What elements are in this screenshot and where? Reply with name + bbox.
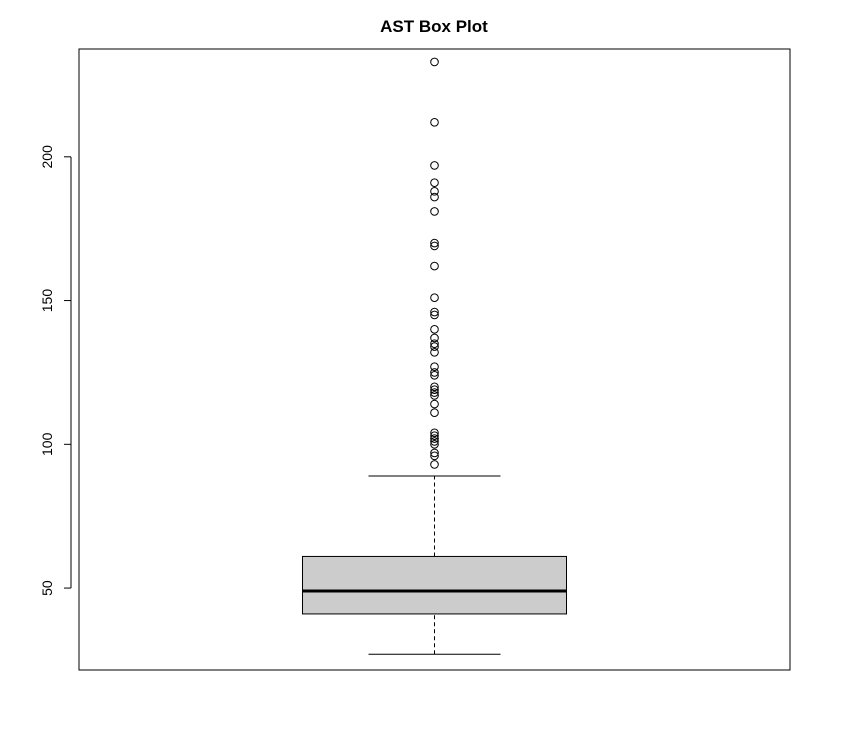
outlier-point bbox=[430, 307, 439, 317]
outlier-point bbox=[430, 448, 439, 458]
outlier-point bbox=[430, 428, 439, 438]
outlier-point bbox=[430, 310, 439, 320]
outlier-point bbox=[430, 399, 439, 409]
outlier-point bbox=[430, 388, 439, 397]
outlier-point bbox=[430, 333, 439, 343]
outlier-point bbox=[430, 178, 439, 187]
outlier-point bbox=[430, 371, 439, 380]
outlier-point bbox=[430, 118, 439, 127]
outlier-point bbox=[430, 187, 439, 196]
outlier-point bbox=[430, 293, 439, 302]
y-axis: 50 100 150 200 bbox=[39, 145, 72, 596]
outlier-point bbox=[430, 325, 439, 334]
outlier-point bbox=[430, 238, 439, 248]
outlier-point bbox=[430, 261, 439, 271]
outlier-point bbox=[430, 385, 439, 394]
outlier-point bbox=[430, 382, 439, 392]
outlier-point bbox=[430, 460, 439, 469]
outlier-point bbox=[430, 391, 439, 400]
outlier-point bbox=[430, 348, 439, 357]
y-tick-label-150: 150 bbox=[39, 289, 55, 313]
outlier-point bbox=[430, 339, 439, 348]
chart-title: AST Box Plot bbox=[380, 17, 488, 36]
outlier-point bbox=[430, 451, 439, 461]
outlier-point bbox=[430, 207, 439, 216]
y-tick-label-100: 100 bbox=[39, 432, 55, 456]
outlier-point bbox=[430, 241, 439, 251]
outlier-point bbox=[430, 368, 439, 377]
outlier-point bbox=[430, 57, 439, 67]
outlier-point bbox=[430, 440, 439, 449]
outlier-point bbox=[430, 434, 439, 443]
box-layer bbox=[302, 475, 567, 655]
outlier-layer bbox=[430, 57, 439, 469]
outlier-point bbox=[430, 408, 439, 417]
outlier-point bbox=[430, 362, 439, 371]
plot-frame bbox=[78, 48, 791, 671]
outlier-point bbox=[430, 161, 439, 170]
y-tick-label-200: 200 bbox=[39, 145, 55, 169]
outlier-point bbox=[430, 431, 439, 440]
outlier-point bbox=[430, 342, 439, 351]
y-tick-label-50: 50 bbox=[39, 580, 55, 596]
outlier-point bbox=[430, 437, 439, 446]
iqr-box bbox=[302, 555, 567, 615]
outlier-point bbox=[430, 192, 439, 202]
